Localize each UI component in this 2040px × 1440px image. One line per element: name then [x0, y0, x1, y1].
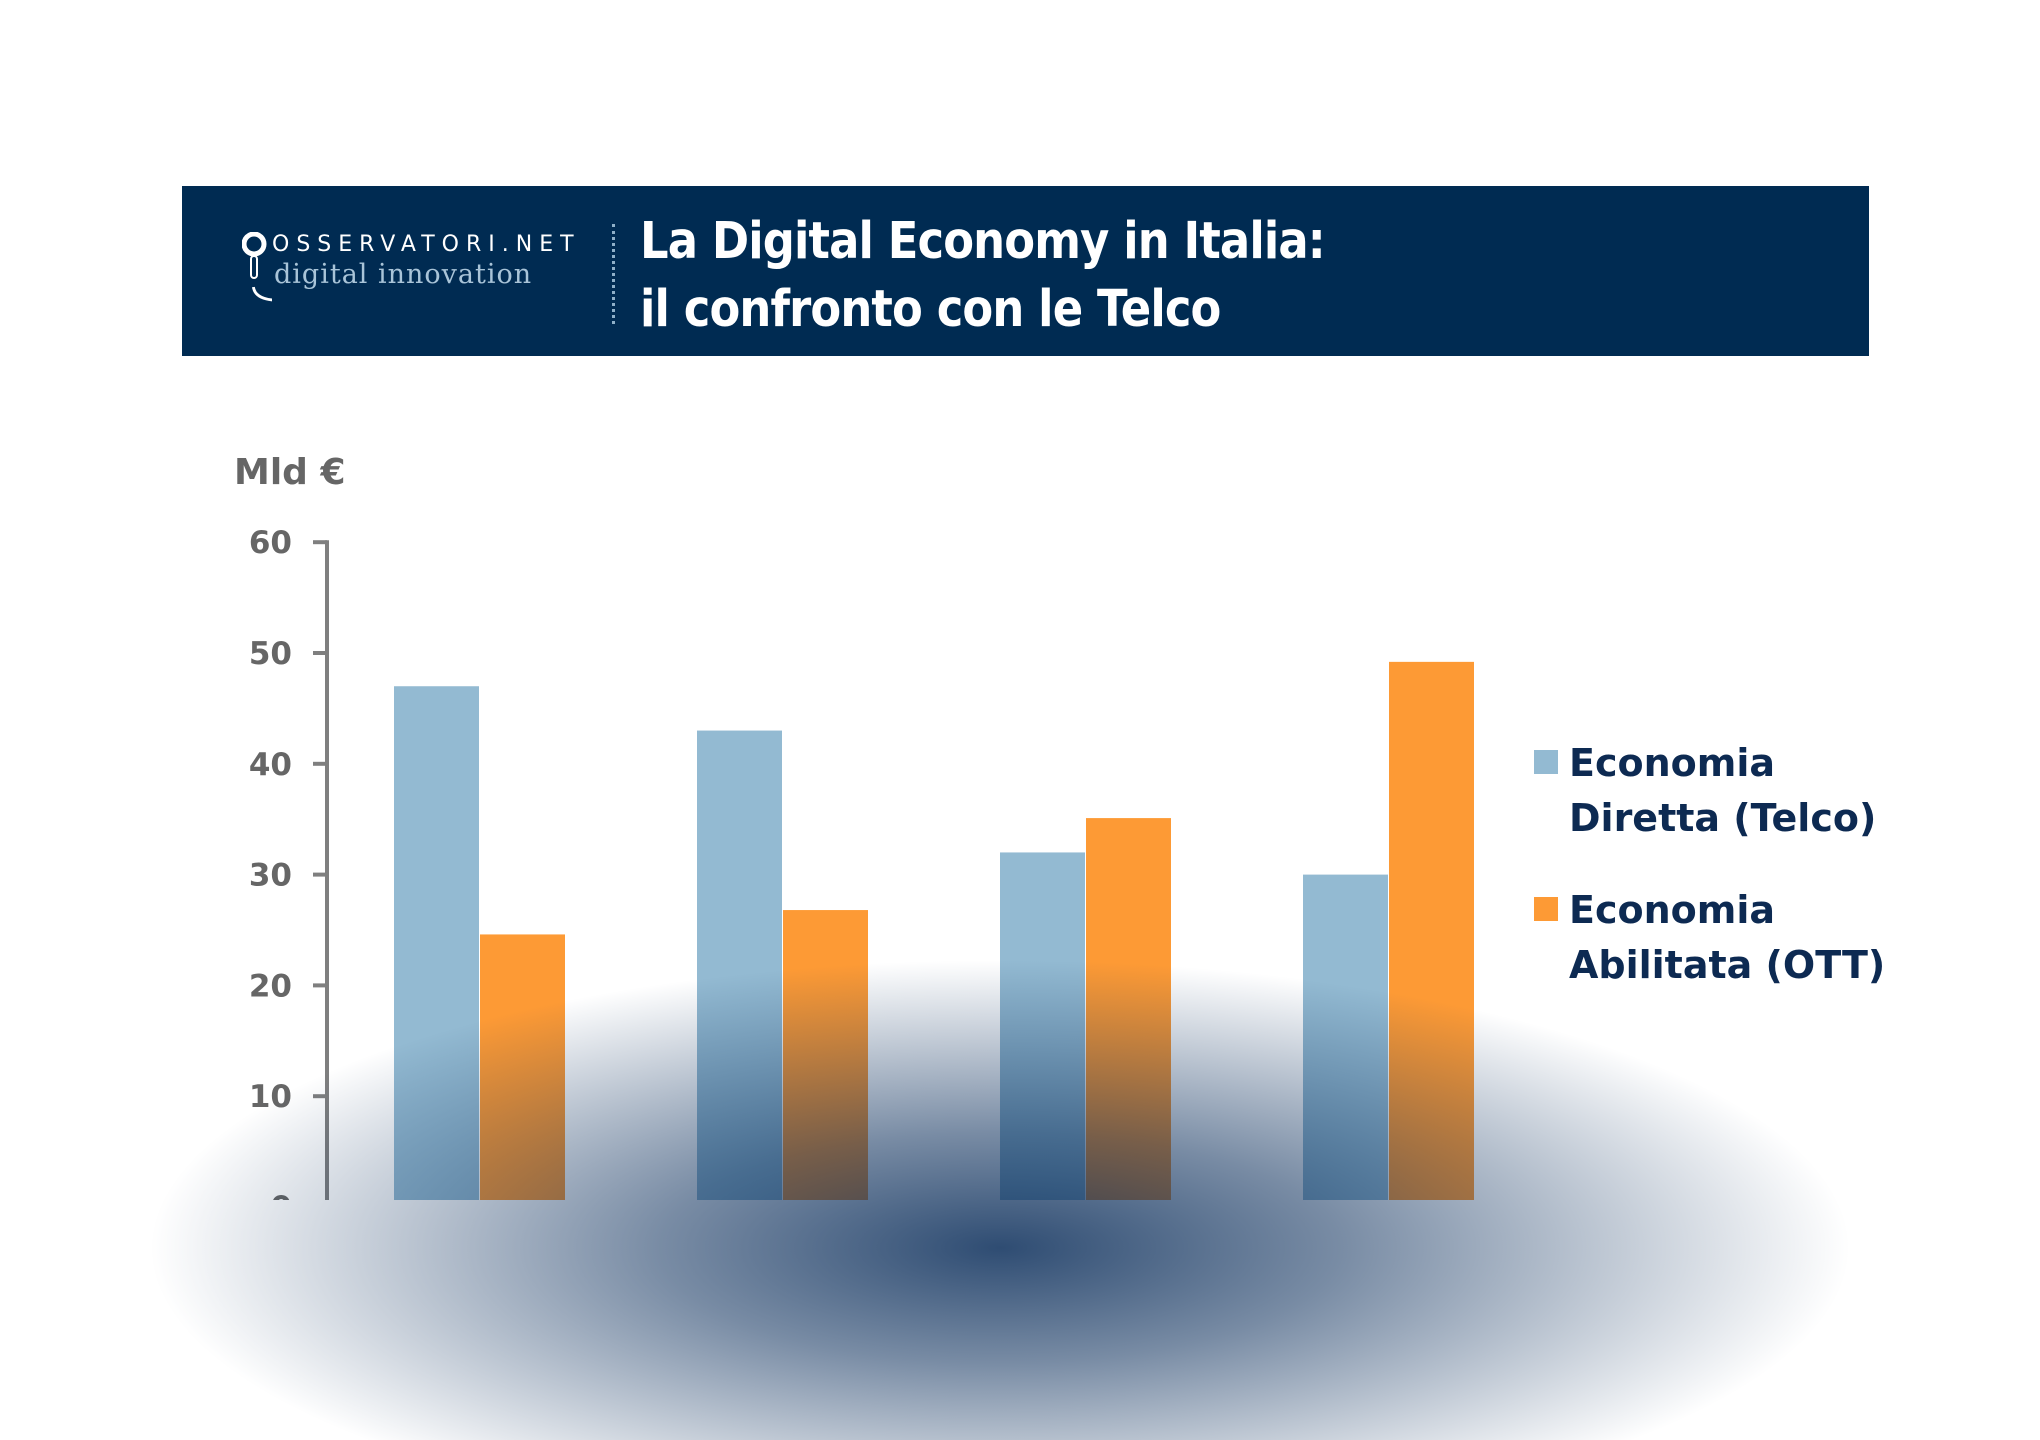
- bar-telco: [394, 686, 479, 1200]
- bar-telco: [697, 730, 782, 1200]
- legend-swatch: [1534, 750, 1558, 774]
- osservatori-logo: OSSERVATORI.NET digital innovation: [242, 232, 581, 302]
- bar-ott: [1086, 818, 1171, 1200]
- legend: Economia Diretta (Telco) Economia Abilitata…: [1534, 741, 1885, 987]
- bar-ott: [1389, 661, 1474, 1200]
- y-tick-label: 10: [249, 1079, 292, 1115]
- y-tick-label: 20: [249, 968, 292, 1004]
- header-divider: [612, 224, 615, 324]
- bar-telco: [1303, 874, 1388, 1200]
- bar-chart: Mld € 0 10 20 30 40 50 60 Economia Diretta (Tel…: [234, 452, 1885, 1200]
- legend-label: Abilitata (OTT): [1569, 943, 1885, 987]
- legend-label: Economia: [1569, 741, 1775, 785]
- page-title: La Digital Economy in Italia: il confron…: [640, 208, 1326, 344]
- legend-label: Diretta (Telco): [1569, 796, 1876, 840]
- bars: [394, 661, 1474, 1200]
- logo-subtitle: digital innovation: [274, 259, 533, 290]
- y-tick-label: 60: [249, 525, 292, 561]
- legend-swatch: [1534, 897, 1558, 921]
- y-tick-label: 40: [249, 747, 292, 783]
- bar-telco: [1000, 852, 1085, 1200]
- y-tick-label: 50: [249, 636, 292, 672]
- header-banner: OSSERVATORI.NET digital innovation La Di…: [182, 186, 1869, 356]
- legend-label: Economia: [1569, 888, 1775, 932]
- magnifier-icon: [242, 232, 272, 302]
- y-axis-label: Mld €: [234, 452, 346, 493]
- logo-brand: OSSERVATORI.NET: [272, 232, 581, 257]
- y-tick-label: 0: [270, 1190, 292, 1200]
- y-tick-label: 30: [249, 858, 292, 894]
- title-line-2: il confronto con le Telco: [640, 280, 1221, 339]
- title-line-1: La Digital Economy in Italia:: [640, 212, 1326, 271]
- bar-ott: [480, 934, 565, 1200]
- bar-ott: [783, 910, 868, 1200]
